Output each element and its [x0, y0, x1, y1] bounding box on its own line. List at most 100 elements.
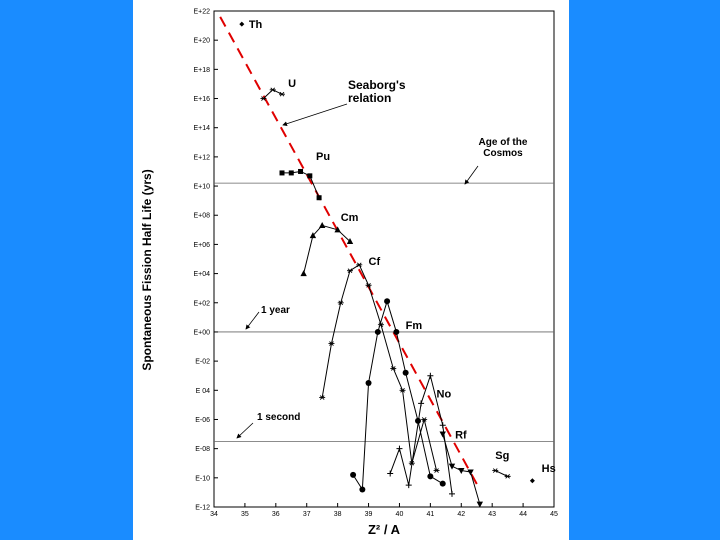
x-tick-label: 37: [303, 511, 311, 518]
series-sg-point: [504, 474, 511, 479]
series-pu-point: [279, 170, 285, 176]
series-u-point: [260, 96, 267, 101]
seaborg-arrow: [282, 103, 348, 127]
series-cf-point: [328, 341, 335, 346]
series-hs: [529, 478, 535, 484]
x-tick-label: 41: [426, 511, 434, 518]
series-hs-point: [529, 478, 535, 484]
series-no-point: [427, 372, 434, 379]
series-label-th: Th: [249, 19, 263, 31]
series-label-u: U: [288, 78, 296, 90]
x-tick-label: 34: [210, 511, 218, 518]
series-rf-point: [467, 469, 474, 476]
x-tick-label: 36: [272, 511, 280, 518]
ref-label-1-second: 1 second: [257, 412, 300, 423]
series-cf-point: [356, 262, 363, 268]
series-cm: [300, 221, 354, 277]
series-cf-point: [433, 468, 440, 473]
reference-lines: [214, 182, 554, 442]
series-cf-point: [347, 268, 353, 273]
series-fm-point: [427, 473, 434, 480]
y-tick-label: E+12: [193, 154, 210, 161]
series-fm-point: [350, 471, 357, 478]
x-tick-label: 45: [550, 511, 558, 518]
series-pu-point: [307, 173, 313, 179]
series-line-pu: [282, 170, 320, 198]
x-tick-label: 42: [457, 511, 465, 518]
series-u-point: [279, 91, 285, 97]
y-tick-label: E+20: [193, 38, 210, 45]
series-group: [239, 21, 535, 508]
series-label-fm: Fm: [406, 320, 423, 332]
annotations: Age of the Cosmos 1 year 1 second Seaborg's r…: [236, 19, 556, 475]
series-label-hs: Hs: [542, 463, 556, 475]
ref-arrow-age-of-the-cosmos: [464, 165, 479, 185]
series-cm-point: [309, 232, 317, 239]
y-tick-label: E-08: [195, 446, 210, 453]
y-tick-label: E+18: [193, 67, 210, 74]
series-fm-point: [402, 369, 409, 376]
series-fm-point: [359, 486, 366, 493]
y-tick-label: E+08: [193, 213, 210, 220]
series-no-point: [449, 490, 455, 497]
series-label-sg: Sg: [495, 450, 509, 462]
x-axis-label: Z² / A: [368, 522, 401, 537]
y-tick-label: E+06: [193, 242, 210, 249]
series-cm-point: [346, 237, 354, 244]
series-no: [387, 372, 455, 497]
y-tick-label: E-06: [195, 417, 210, 424]
series-th: [239, 21, 245, 27]
series-th-point: [239, 21, 245, 27]
series-u-point: [269, 87, 276, 93]
fission-half-life-chart: 34 35 36 37 38 39 40 41 42 43 44 45 E+22 E+20 E+18 E+1…: [140, 9, 558, 538]
series-rf-point: [458, 468, 465, 475]
series-cf-point: [319, 395, 326, 400]
x-tick-label: 35: [241, 511, 249, 518]
y-tick-label: E-02: [195, 359, 210, 366]
series-fm: [350, 298, 446, 493]
axis-labels: Z² / A Spontaneous Fission Half Life (yr…: [140, 169, 401, 537]
series-line-fm: [352, 300, 443, 490]
series-label-cm: Cm: [341, 212, 359, 224]
series-fm-point: [439, 480, 446, 487]
series-cm-point: [334, 226, 341, 233]
series-no-point: [405, 482, 412, 489]
series-pu: [279, 168, 322, 201]
series-rf-point: [439, 431, 446, 438]
series-no-point: [439, 422, 446, 429]
series-line-cf: [321, 264, 438, 471]
series-cf-point: [337, 300, 344, 306]
y-axis-label: Spontaneous Fission Half Life (yrs): [140, 169, 154, 370]
series-rf: [439, 431, 484, 508]
seaborg-label: Seaborg's relation: [348, 78, 406, 105]
x-axis: 34 35 36 37 38 39 40 41 42 43 44 45: [210, 503, 558, 518]
series-label-no: No: [437, 389, 452, 401]
series-pu-point: [298, 168, 304, 174]
series-u: [260, 87, 285, 101]
x-tick-label: 43: [488, 511, 496, 518]
series-fm-point: [374, 328, 381, 335]
series-label-rf: Rf: [455, 429, 467, 441]
ref-arrow-1-year: [245, 311, 260, 330]
series-rf-point: [476, 501, 484, 508]
y-tick-label: E+10: [193, 184, 210, 191]
series-fm-point: [365, 380, 372, 386]
ref-label-1-year: 1 year: [261, 305, 290, 316]
y-tick-label: E+02: [193, 300, 210, 307]
series-pu-point: [316, 195, 322, 201]
series-no-point: [418, 400, 425, 407]
y-tick-label: E+04: [193, 271, 210, 278]
series-cm-point: [300, 270, 307, 277]
series-rf-point: [448, 463, 456, 470]
x-tick-label: 38: [334, 511, 342, 518]
series-label-cf: Cf: [369, 256, 381, 268]
series-cf-point: [365, 282, 372, 288]
y-tick-label: E+14: [193, 125, 210, 132]
series-sg: [492, 468, 511, 479]
slide-panel: 34 35 36 37 38 39 40 41 42 43 44 45 E+22 E+20 E+18 E+1…: [133, 0, 569, 540]
series-no-point: [387, 470, 394, 477]
y-tick-label: E-12: [195, 505, 210, 512]
series-line-sg: [495, 470, 508, 477]
series-fm-point: [384, 298, 391, 305]
y-tick-label: E+16: [193, 96, 210, 103]
